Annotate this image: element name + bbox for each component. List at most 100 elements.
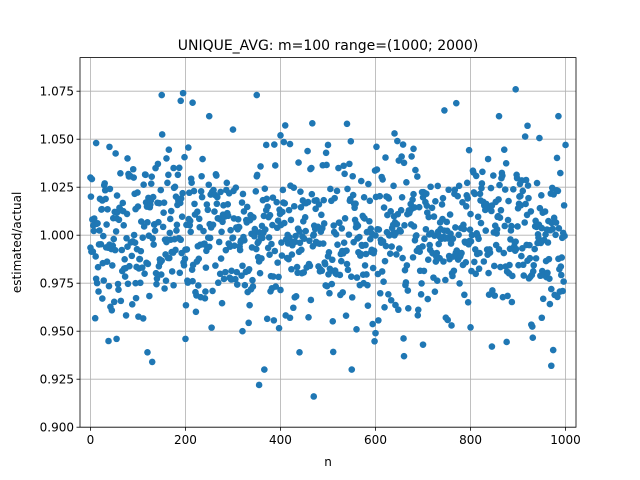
data-point bbox=[414, 173, 421, 180]
data-point bbox=[458, 249, 465, 257]
data-point bbox=[87, 193, 95, 200]
data-point bbox=[176, 269, 184, 277]
data-point bbox=[439, 194, 447, 202]
data-point bbox=[361, 262, 369, 269]
data-point bbox=[177, 195, 185, 202]
data-point bbox=[329, 317, 337, 325]
data-point bbox=[328, 280, 336, 288]
data-point bbox=[249, 283, 257, 290]
data-point bbox=[164, 179, 171, 187]
data-point bbox=[157, 271, 165, 278]
data-point bbox=[115, 286, 122, 293]
data-point bbox=[499, 172, 506, 179]
data-point bbox=[159, 223, 167, 231]
data-point bbox=[462, 259, 470, 266]
data-point bbox=[233, 281, 241, 288]
data-point bbox=[330, 222, 338, 229]
data-point bbox=[538, 224, 546, 232]
data-point bbox=[512, 245, 520, 253]
data-point bbox=[344, 266, 352, 274]
data-point bbox=[293, 263, 301, 271]
data-point bbox=[464, 298, 472, 306]
data-point bbox=[441, 107, 448, 114]
data-point bbox=[375, 226, 383, 233]
data-point bbox=[486, 249, 494, 256]
data-point bbox=[529, 268, 537, 275]
data-point bbox=[382, 242, 390, 250]
data-point bbox=[395, 245, 403, 252]
data-point bbox=[103, 258, 111, 265]
data-point bbox=[114, 280, 122, 288]
data-point bbox=[190, 187, 198, 195]
data-point bbox=[99, 232, 107, 240]
data-point bbox=[522, 200, 529, 208]
data-point bbox=[357, 250, 365, 258]
data-point bbox=[488, 207, 495, 215]
data-point bbox=[385, 290, 392, 298]
data-point bbox=[464, 195, 471, 202]
data-point bbox=[495, 246, 503, 253]
data-point bbox=[130, 174, 137, 181]
data-point bbox=[245, 319, 252, 327]
data-point bbox=[129, 165, 137, 173]
data-point bbox=[171, 183, 179, 191]
data-point bbox=[130, 231, 138, 239]
data-point bbox=[544, 239, 552, 246]
data-point bbox=[354, 222, 362, 230]
data-point bbox=[386, 250, 394, 257]
data-point bbox=[185, 144, 192, 151]
data-point bbox=[92, 139, 100, 147]
data-point bbox=[146, 292, 153, 300]
data-point bbox=[526, 241, 533, 249]
data-point bbox=[239, 190, 247, 198]
data-point bbox=[428, 204, 436, 212]
data-point bbox=[452, 224, 459, 231]
data-point bbox=[218, 228, 225, 236]
data-point bbox=[280, 219, 288, 227]
x-axis-label: n bbox=[324, 455, 332, 469]
data-point bbox=[202, 264, 210, 271]
data-point bbox=[269, 194, 277, 201]
data-point bbox=[402, 279, 410, 286]
data-point bbox=[318, 211, 325, 219]
data-point bbox=[342, 312, 350, 319]
data-point bbox=[253, 171, 261, 179]
data-point bbox=[160, 199, 168, 206]
data-point bbox=[424, 295, 432, 303]
data-point bbox=[390, 182, 397, 190]
data-point bbox=[467, 324, 474, 331]
data-point bbox=[278, 239, 285, 246]
data-point bbox=[273, 198, 280, 206]
data-point bbox=[465, 146, 473, 154]
data-point bbox=[158, 257, 166, 264]
data-point bbox=[290, 304, 297, 312]
data-point bbox=[419, 341, 427, 348]
data-point bbox=[360, 194, 368, 201]
data-point bbox=[301, 214, 309, 221]
data-point bbox=[508, 222, 515, 230]
data-point bbox=[126, 262, 133, 270]
data-point bbox=[94, 263, 102, 271]
data-point bbox=[110, 235, 118, 243]
data-point bbox=[153, 275, 161, 282]
data-point bbox=[482, 227, 490, 234]
data-point bbox=[404, 305, 412, 312]
data-point bbox=[455, 231, 462, 239]
data-point bbox=[139, 234, 147, 241]
data-point bbox=[456, 280, 463, 287]
data-point bbox=[326, 289, 333, 297]
data-point bbox=[420, 267, 428, 275]
data-point bbox=[373, 143, 380, 151]
data-point bbox=[165, 171, 172, 179]
data-point bbox=[532, 255, 540, 262]
data-point bbox=[362, 250, 370, 258]
data-point bbox=[113, 335, 120, 343]
data-point bbox=[561, 232, 568, 240]
data-point bbox=[538, 192, 545, 199]
data-point bbox=[236, 246, 244, 254]
data-point bbox=[403, 179, 410, 186]
data-point bbox=[400, 335, 407, 342]
data-point bbox=[300, 235, 308, 243]
data-point bbox=[525, 194, 532, 202]
data-point bbox=[495, 112, 503, 120]
